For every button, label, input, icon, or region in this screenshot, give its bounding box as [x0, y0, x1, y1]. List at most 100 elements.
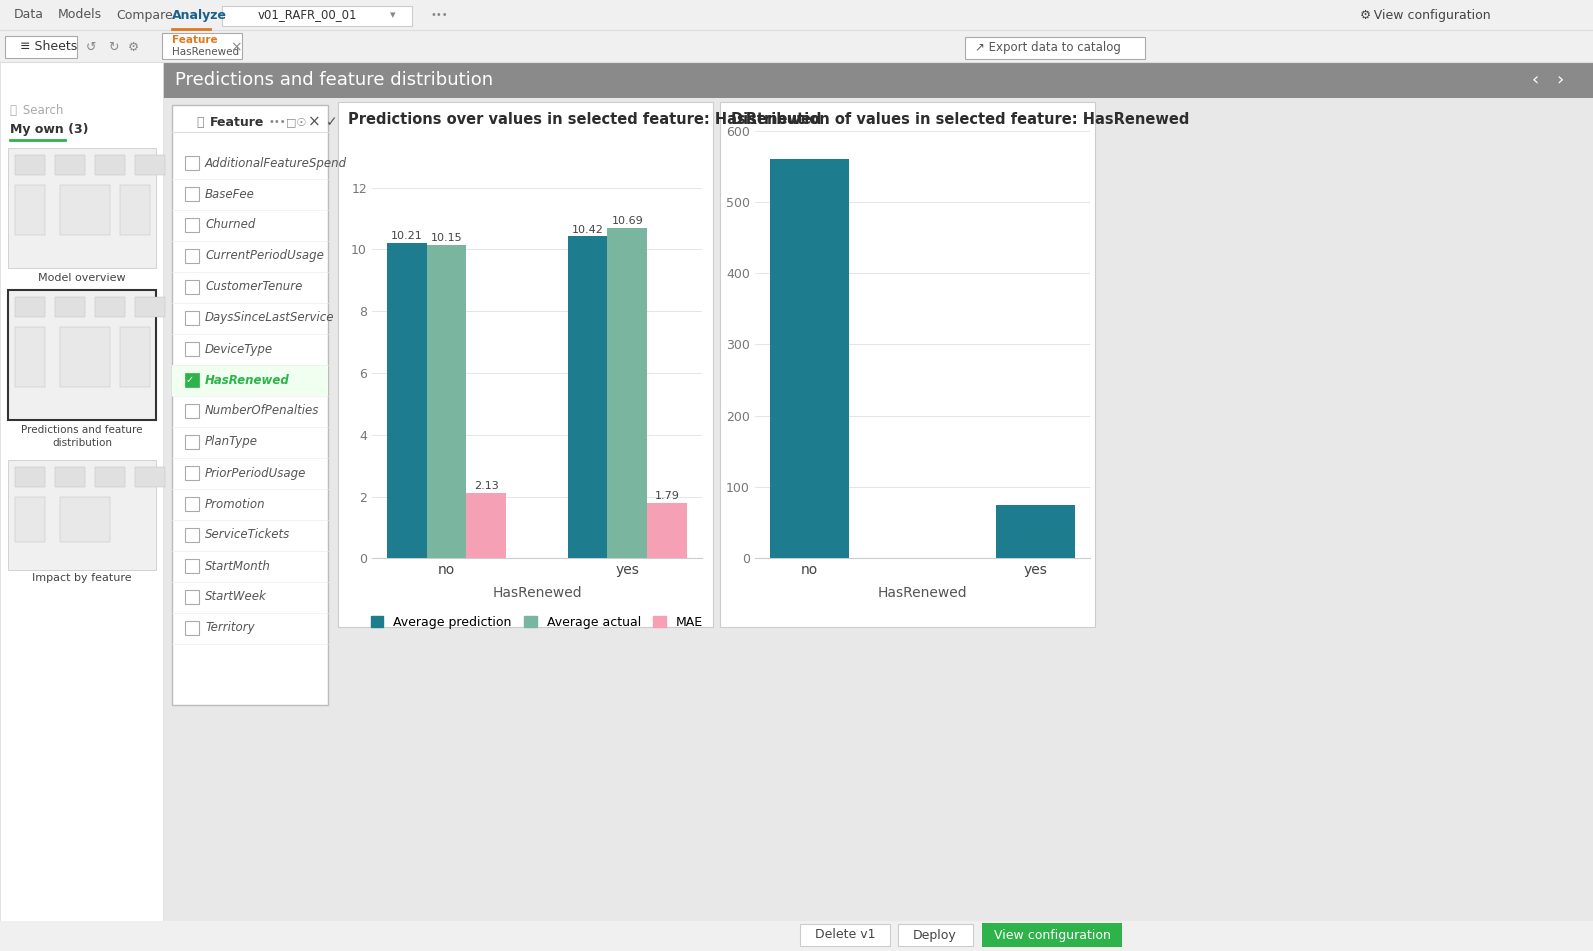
Bar	[0, 0, 1593, 30]
Bar	[185, 373, 199, 387]
Text: ›: ›	[1556, 71, 1564, 89]
Text: Delete v1: Delete v1	[814, 928, 875, 941]
Bar	[185, 435, 199, 449]
Text: ⚙: ⚙	[127, 41, 139, 53]
Text: 10.21: 10.21	[390, 231, 422, 241]
Text: HasRenewed: HasRenewed	[205, 374, 290, 386]
Bar	[14, 497, 45, 542]
Text: BaseFee: BaseFee	[205, 187, 255, 201]
Bar	[185, 404, 199, 418]
Text: Data: Data	[14, 9, 45, 22]
Text: Predictions and feature: Predictions and feature	[21, 425, 143, 435]
Text: ×: ×	[307, 114, 320, 129]
Text: ▾: ▾	[390, 10, 395, 20]
Bar	[185, 590, 199, 604]
Text: Distribution of values in selected feature: HasRenewed: Distribution of values in selected featu…	[731, 111, 1190, 126]
Bar	[185, 187, 199, 201]
Text: StartMonth: StartMonth	[205, 559, 271, 573]
Text: Models: Models	[57, 9, 102, 22]
Text: 10.15: 10.15	[430, 233, 462, 243]
Text: ServiceTickets: ServiceTickets	[205, 529, 290, 541]
Bar	[96, 155, 124, 175]
Bar	[720, 102, 1094, 627]
Bar	[172, 365, 328, 396]
Bar	[427, 244, 467, 558]
Text: ×: ×	[229, 40, 242, 54]
Text: Deploy: Deploy	[913, 928, 957, 941]
Bar	[56, 467, 84, 487]
Text: •••: •••	[268, 117, 285, 127]
Text: AdditionalFeatureSpend: AdditionalFeatureSpend	[205, 157, 347, 169]
Text: Model overview: Model overview	[38, 273, 126, 283]
Text: PriorPeriodUsage: PriorPeriodUsage	[205, 467, 306, 479]
Text: 🔍: 🔍	[196, 115, 204, 128]
Text: distribution: distribution	[53, 438, 112, 448]
Bar	[647, 503, 687, 558]
Bar	[162, 98, 1593, 921]
Bar	[8, 460, 156, 570]
Bar	[119, 327, 150, 387]
Bar	[185, 621, 199, 635]
Bar	[898, 924, 973, 946]
Bar	[14, 185, 45, 235]
Text: Churned: Churned	[205, 219, 255, 231]
Bar	[607, 228, 647, 558]
Bar	[96, 297, 124, 317]
Bar	[14, 327, 45, 387]
Bar	[8, 290, 156, 420]
Bar	[61, 185, 110, 235]
Bar	[0, 30, 1593, 62]
Text: DaysSinceLastService: DaysSinceLastService	[205, 312, 335, 324]
Bar	[769, 159, 849, 558]
X-axis label: HasRenewed: HasRenewed	[492, 586, 581, 600]
Bar	[119, 185, 150, 235]
Bar	[338, 102, 714, 627]
Text: My own (3): My own (3)	[10, 124, 89, 137]
Bar	[56, 155, 84, 175]
Bar	[135, 467, 166, 487]
Text: •••: •••	[430, 10, 448, 20]
Text: DeviceType: DeviceType	[205, 342, 272, 356]
Bar	[185, 249, 199, 263]
Bar	[14, 155, 45, 175]
Text: NumberOfPenalties: NumberOfPenalties	[205, 404, 319, 417]
Text: CurrentPeriodUsage: CurrentPeriodUsage	[205, 249, 323, 262]
Text: ≡ Sheets: ≡ Sheets	[21, 41, 76, 53]
Text: Territory: Territory	[205, 622, 255, 634]
Text: View configuration: View configuration	[994, 928, 1110, 941]
Text: Feature: Feature	[172, 35, 218, 45]
Text: ↺: ↺	[86, 41, 97, 53]
Bar	[8, 148, 156, 268]
Bar	[61, 497, 110, 542]
Legend: Average prediction, Average actual, MAE: Average prediction, Average actual, MAE	[366, 611, 707, 633]
Bar	[567, 237, 607, 558]
Bar	[162, 62, 1593, 98]
Bar	[996, 505, 1075, 558]
Text: 🔍 Search: 🔍 Search	[10, 104, 64, 117]
X-axis label: HasRenewed: HasRenewed	[878, 586, 967, 600]
Text: 2.13: 2.13	[475, 481, 499, 491]
Bar	[172, 105, 328, 705]
Bar	[0, 921, 1593, 951]
Text: v01_RAFR_00_01: v01_RAFR_00_01	[258, 9, 357, 22]
Bar	[96, 467, 124, 487]
Text: StartWeek: StartWeek	[205, 591, 266, 604]
Text: Predictions over values in selected feature: HasRenewed: Predictions over values in selected feat…	[347, 111, 822, 126]
Bar	[5, 36, 76, 58]
Bar	[221, 6, 413, 26]
Text: ✓: ✓	[327, 115, 338, 129]
Bar	[981, 923, 1121, 947]
Bar	[185, 156, 199, 170]
Bar	[185, 497, 199, 511]
Bar	[185, 528, 199, 542]
Text: 1.79: 1.79	[655, 492, 680, 501]
Text: Promotion: Promotion	[205, 497, 266, 511]
Text: ‹: ‹	[1531, 71, 1539, 89]
Text: ⚙ View configuration: ⚙ View configuration	[1360, 9, 1491, 22]
Bar	[14, 467, 45, 487]
Text: Impact by feature: Impact by feature	[32, 573, 132, 583]
Bar	[56, 297, 84, 317]
Text: Feature: Feature	[210, 115, 264, 128]
Bar	[185, 311, 199, 325]
Bar	[135, 297, 166, 317]
